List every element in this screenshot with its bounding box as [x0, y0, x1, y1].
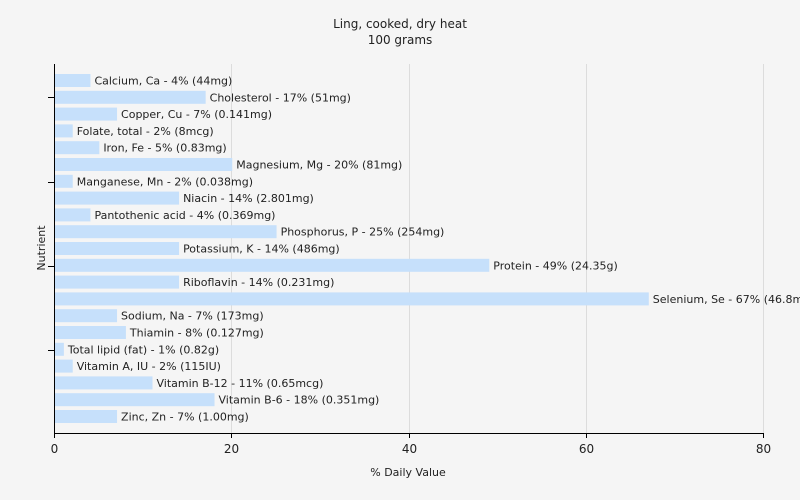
bar	[55, 141, 100, 155]
bar-label: Vitamin A, IU - 2% (115IU)	[77, 360, 221, 373]
x-tick-label: 80	[756, 442, 771, 456]
bar	[55, 376, 153, 390]
chart-title: Ling, cooked, dry heat	[333, 17, 467, 31]
bar-label: Cholesterol - 17% (51mg)	[210, 91, 351, 104]
bar-label: Protein - 49% (24.35g)	[493, 259, 618, 272]
bar	[55, 292, 649, 306]
bar	[55, 158, 233, 171]
bars-group: Calcium, Ca - 4% (44mg) Cholesterol - 17%…	[55, 74, 800, 424]
bar-label: Iron, Fe - 5% (0.83mg)	[103, 142, 226, 155]
bar-label: Zinc, Zn - 7% (1.00mg)	[121, 411, 249, 424]
bar-label: Folate, total - 2% (8mcg)	[77, 125, 214, 138]
bar-label: Potassium, K - 14% (486mg)	[183, 243, 340, 256]
bar	[55, 342, 64, 356]
y-axis-label: Nutrient	[35, 225, 48, 271]
bar-label: Manganese, Mn - 2% (0.038mg)	[77, 175, 253, 188]
chart-subtitle: 100 grams	[368, 33, 433, 47]
bar	[55, 326, 126, 339]
bar	[55, 242, 180, 255]
bar-label: Vitamin B-12 - 11% (0.65mcg)	[156, 377, 323, 390]
bar-label: Phosphorus, P - 25% (254mg)	[281, 226, 445, 239]
bar	[55, 191, 180, 205]
bar-label: Calcium, Ca - 4% (44mg)	[94, 75, 232, 88]
bar	[55, 258, 490, 272]
bar-label: Selenium, Se - 67% (46.8mcg)	[653, 293, 800, 306]
bar-label: Total lipid (fat) - 1% (0.82g)	[67, 343, 219, 356]
axes-group: 0 20 40 60 80	[48, 64, 771, 456]
bar	[55, 124, 73, 138]
bar-label: Vitamin B-6 - 18% (0.351mg)	[219, 394, 380, 407]
bar-label: Sodium, Na - 7% (173mg)	[121, 310, 264, 323]
bar-label: Thiamin - 8% (0.127mg)	[129, 327, 264, 340]
x-axis-label: % Daily Value	[370, 466, 446, 479]
bar	[55, 309, 118, 323]
x-tick-label: 0	[51, 442, 59, 456]
bar	[55, 225, 277, 239]
bar	[55, 275, 180, 289]
bar-label: Pantothenic acid - 4% (0.369mg)	[94, 209, 275, 222]
bar	[55, 393, 215, 407]
bar-label: Niacin - 14% (2.801mg)	[183, 192, 314, 205]
bar	[55, 174, 73, 188]
bar-label: Magnesium, Mg - 20% (81mg)	[236, 159, 402, 172]
bar	[55, 107, 118, 121]
bar	[55, 410, 118, 423]
gridlines	[231, 64, 764, 433]
bar	[55, 208, 91, 222]
bar	[55, 74, 91, 87]
bar	[55, 90, 206, 104]
bar-label: Copper, Cu - 7% (0.141mg)	[121, 108, 272, 121]
bar-label: Riboflavin - 14% (0.231mg)	[183, 276, 334, 289]
x-tick-label: 60	[579, 442, 594, 456]
x-tick-label: 40	[402, 442, 417, 456]
x-tick-label: 20	[224, 442, 239, 456]
bar	[55, 359, 73, 373]
